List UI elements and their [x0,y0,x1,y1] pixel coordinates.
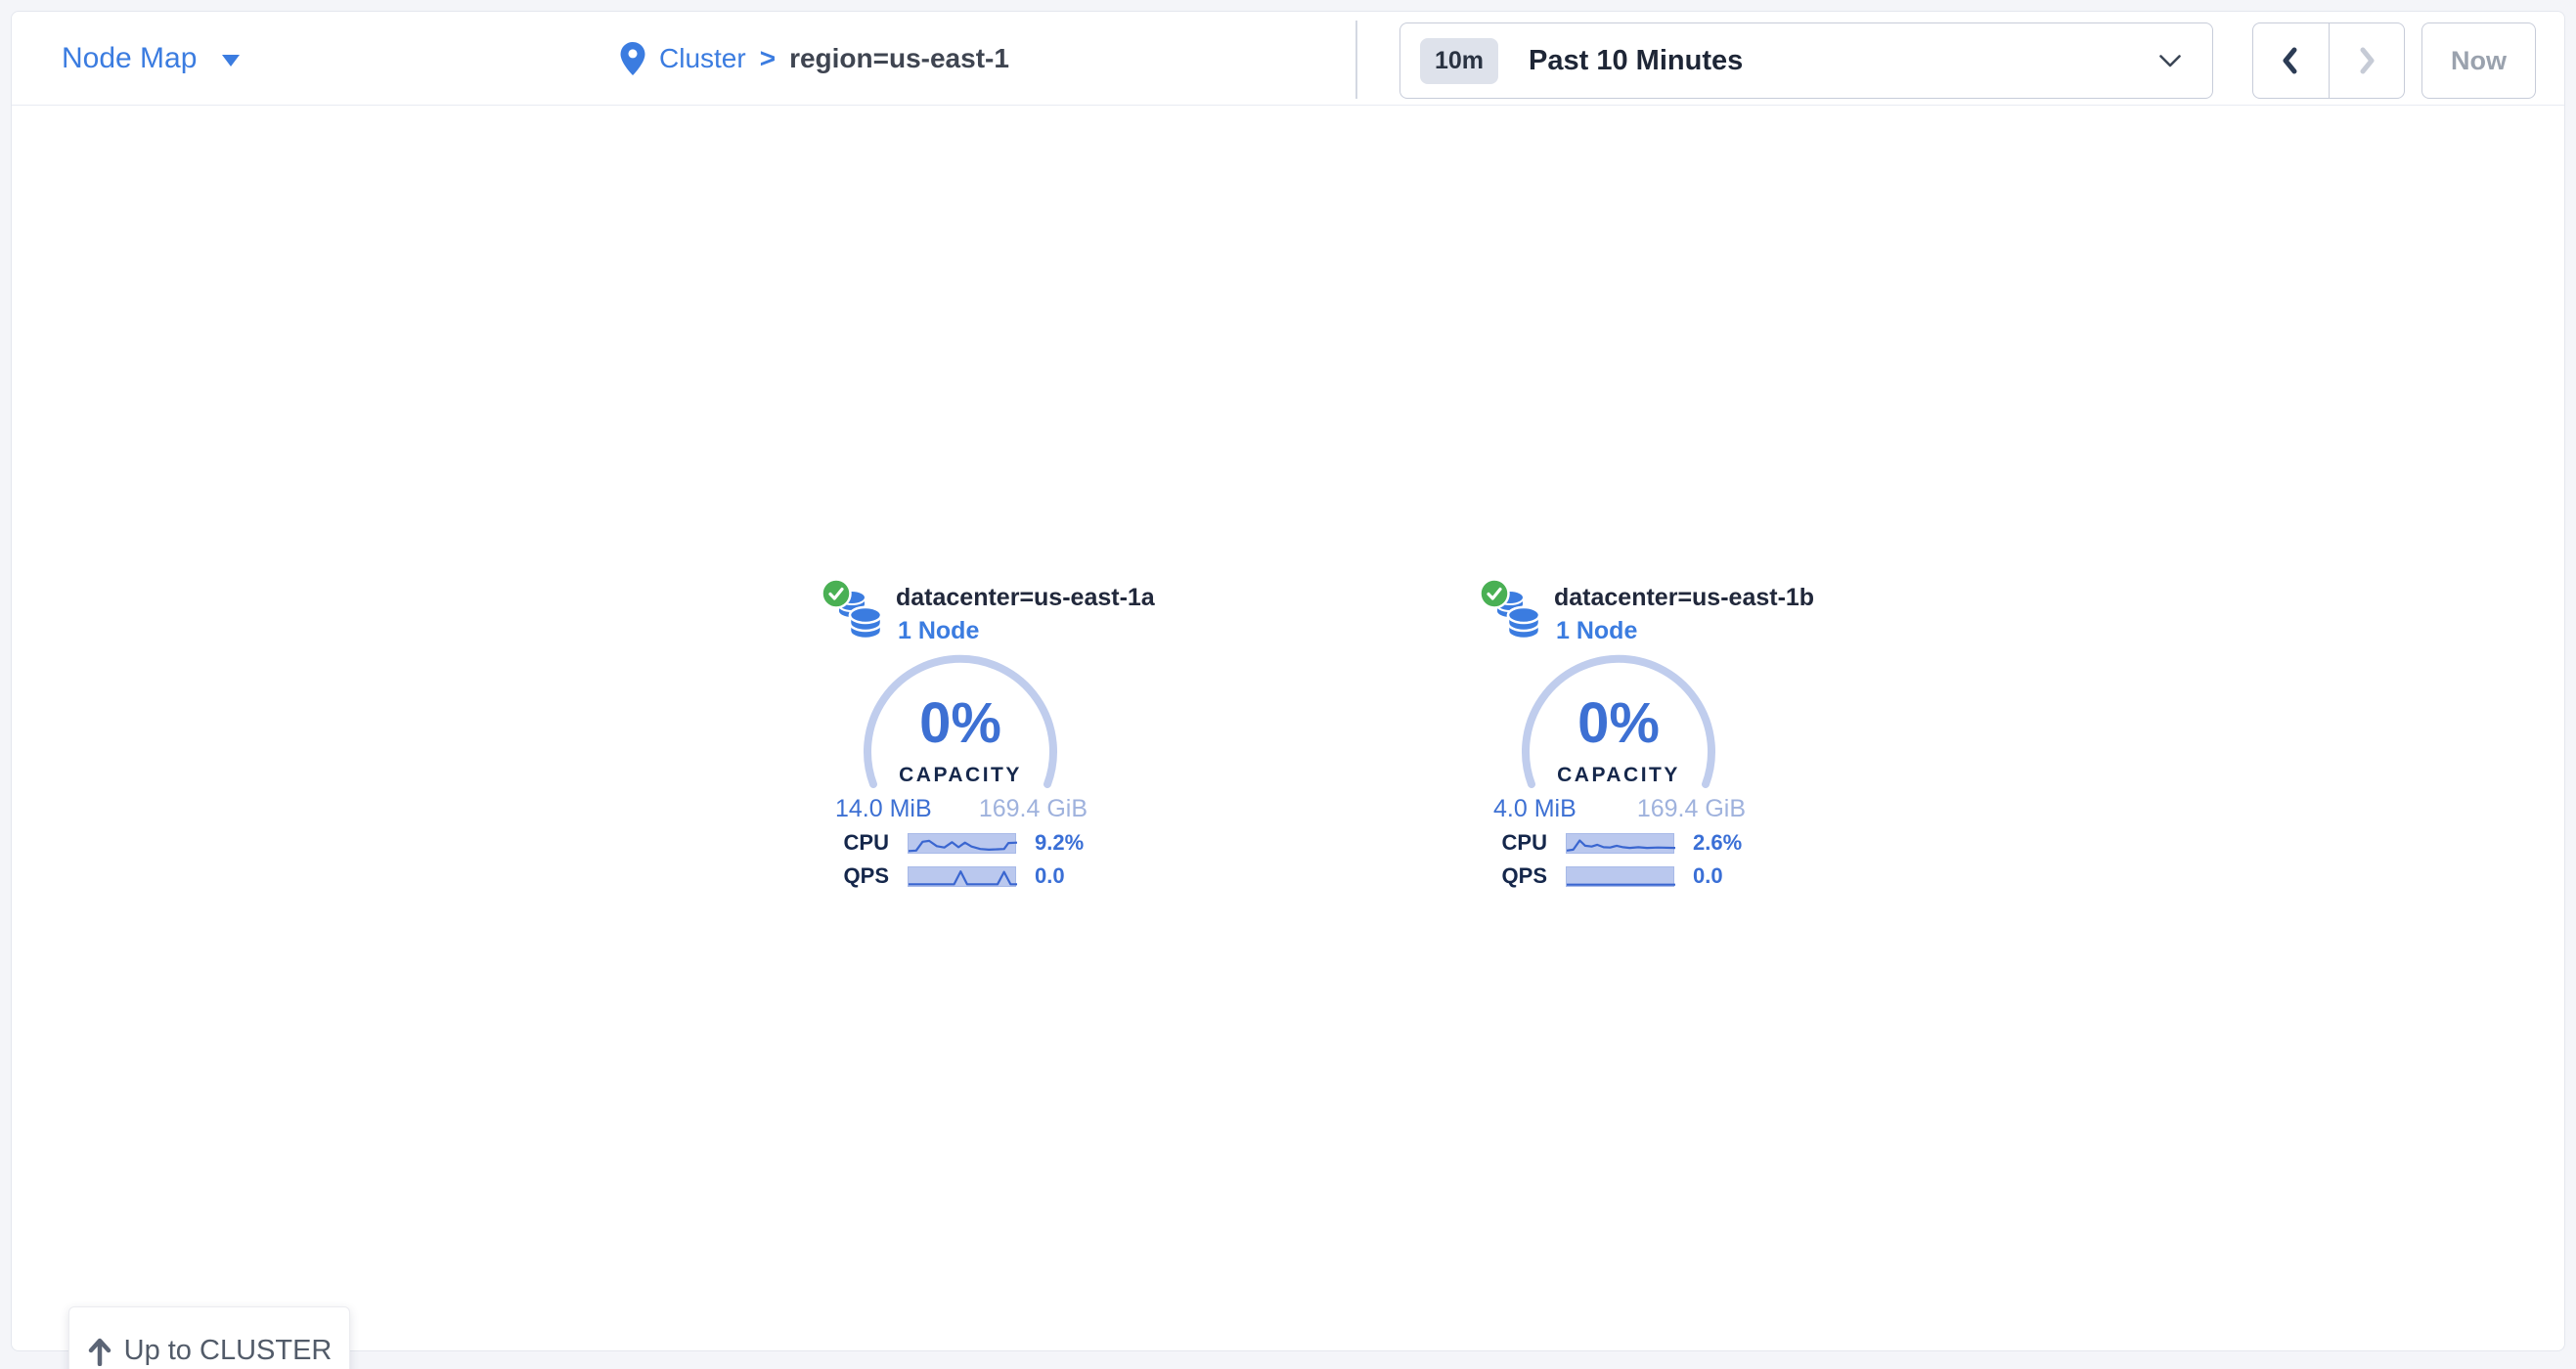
healthy-check-icon [821,578,852,609]
datacenter-node-count[interactable]: 1 Node [1556,617,1638,644]
view-selector-dropdown[interactable]: Node Map [62,12,241,106]
metric-label: QPS [1501,863,1547,888]
capacity-label: CAPACITY [1557,764,1680,786]
datacenter-card[interactable]: datacenter=us-east-1b 1 Node 0% CAPACITY… [1479,578,1814,901]
capacity-used: 14.0 MiB [835,795,932,822]
datacenter-name: datacenter=us-east-1a [896,584,1155,611]
metric-sparkline [1566,832,1675,854]
metric-row: CPU 9.2% [821,830,1085,856]
node-map-canvas: datacenter=us-east-1a 1 Node 0% CAPACITY… [12,106,2564,1369]
metric-rows: CPU 9.2% QPS 0.0 [821,830,1085,889]
datacenter-card[interactable]: datacenter=us-east-1a 1 Node 0% CAPACITY… [821,578,1155,901]
chevron-right-icon [2360,47,2375,74]
time-range-badge: 10m [1420,37,1499,84]
metric-sparkline [908,865,1017,887]
main-panel: Node Map Cluster > region=us-east-1 10m … [11,11,2565,1369]
location-pin-icon [620,42,645,75]
breadcrumb-cluster-link[interactable]: Cluster [659,43,746,73]
metric-value: 0.0 [1035,863,1065,888]
metric-value: 2.6% [1693,830,1743,855]
step-back-button[interactable] [2253,23,2329,98]
time-range-label: Past 10 Minutes [1529,44,1744,76]
now-button[interactable]: Now [2421,22,2536,99]
header-bar: Node Map Cluster > region=us-east-1 10m … [12,12,2564,106]
capacity-values: 14.0 MiB 169.4 GiB [835,795,1088,823]
breadcrumb-current: region=us-east-1 [789,43,1009,73]
metric-value: 9.2% [1035,830,1085,855]
view-selector-label: Node Map [62,42,198,74]
metric-value: 0.0 [1693,863,1723,888]
up-to-cluster-button[interactable]: Up to CLUSTER [68,1306,350,1369]
header-divider [1355,21,1357,99]
time-range-selector[interactable]: 10m Past 10 Minutes [1399,22,2213,99]
metric-row: CPU 2.6% [1479,830,1743,856]
capacity-total: 169.4 GiB [1636,795,1746,822]
metric-label: CPU [843,830,889,855]
metric-label: QPS [843,863,889,888]
metric-rows: CPU 2.6% QPS 0.0 [1479,830,1743,889]
capacity-total: 169.4 GiB [978,795,1088,822]
healthy-check-icon [1479,578,1510,609]
capacity-label: CAPACITY [899,764,1022,786]
chevron-left-icon [2283,47,2297,74]
capacity-gauge-arc [1522,654,1715,788]
breadcrumb: Cluster > region=us-east-1 [620,12,1009,106]
step-forward-button[interactable] [2328,23,2405,98]
metric-label: CPU [1501,830,1547,855]
datacenter-name: datacenter=us-east-1b [1554,584,1815,611]
capacity-gauge-arc [864,654,1057,788]
metric-row: QPS 0.0 [1479,863,1742,889]
chevron-down-icon [2159,55,2181,72]
datacenter-node-count[interactable]: 1 Node [898,617,980,644]
metric-sparkline [1566,865,1675,887]
breadcrumb-separator: > [759,43,777,73]
capacity-percent: 0% [919,691,1001,755]
time-step-buttons [2252,22,2405,99]
capacity-used: 4.0 MiB [1493,795,1577,822]
metric-row: QPS 0.0 [821,863,1084,889]
up-to-cluster-label: Up to CLUSTER [123,1335,333,1366]
capacity-values: 4.0 MiB 169.4 GiB [1493,795,1746,823]
caret-down-icon [222,54,241,66]
metric-sparkline [908,832,1017,854]
capacity-percent: 0% [1577,691,1660,755]
up-arrow-icon [87,1337,112,1366]
